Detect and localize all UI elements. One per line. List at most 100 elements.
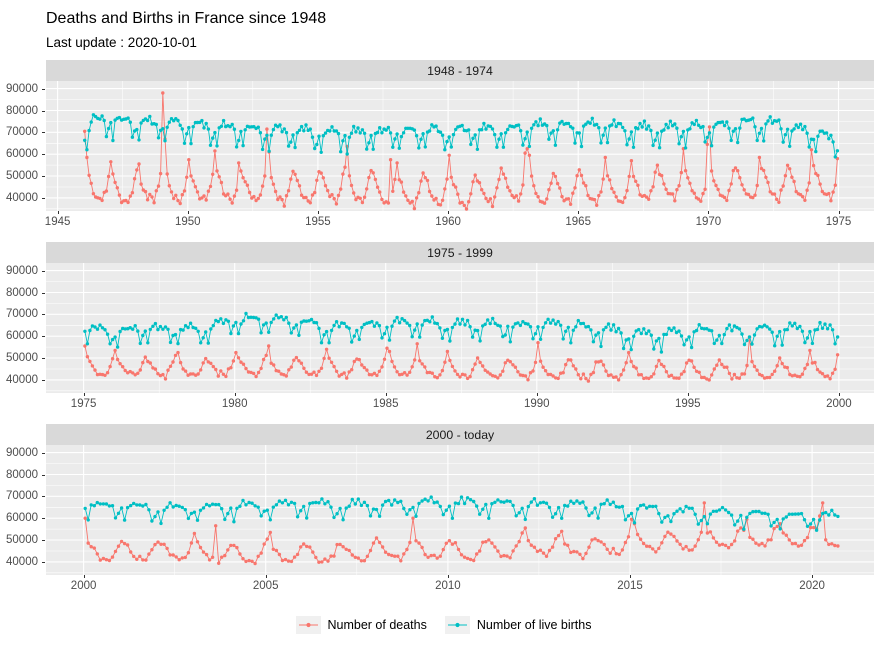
- x-tick-label: 2000: [826, 398, 852, 410]
- x-tick-mark: [630, 575, 631, 578]
- y-tick-mark: [42, 88, 45, 90]
- legend-key-deaths-glyph: [298, 622, 318, 628]
- y-tick-mark: [42, 314, 45, 316]
- x-tick-label: 1975: [70, 398, 97, 410]
- y-tick-label: 70000: [6, 308, 38, 321]
- y-tick-mark: [42, 561, 45, 563]
- y-tick-mark: [42, 270, 45, 272]
- x-tick-label: 1995: [675, 398, 701, 410]
- x-tick-label: 1980: [221, 398, 248, 410]
- y-tick-mark: [42, 336, 45, 338]
- x-tick-mark: [838, 393, 840, 396]
- x-tick-label: 2000: [70, 580, 97, 592]
- facet-strip-label: 2000 - today: [425, 427, 495, 442]
- y-tick-label: 50000: [6, 352, 38, 364]
- x-tick-mark: [708, 211, 710, 214]
- y-tick-mark: [42, 496, 45, 498]
- panel-plot-svg: [46, 81, 874, 211]
- y-tick-label: 50000: [6, 534, 38, 546]
- x-tick-label: 1985: [372, 398, 399, 410]
- y-tick-label: 70000: [6, 126, 38, 139]
- x-tick-mark: [265, 575, 267, 578]
- y-tick-mark: [42, 452, 45, 454]
- y-tick-label: 90000: [6, 446, 38, 459]
- legend-label-births: Number of live births: [476, 618, 592, 632]
- facet-strip: 1948 - 1974: [46, 60, 874, 81]
- y-tick-mark: [42, 132, 45, 134]
- x-tick-label: 1960: [435, 216, 461, 228]
- x-tick-label: 1970: [695, 216, 722, 228]
- legend-key-births-icon: [444, 616, 470, 634]
- y-tick-label: 80000: [6, 104, 38, 117]
- x-tick-mark: [578, 211, 580, 214]
- x-tick-label: 2015: [617, 580, 643, 592]
- y-tick-label: 40000: [6, 373, 38, 386]
- y-tick-label: 60000: [6, 148, 38, 161]
- y-tick-mark: [42, 379, 45, 381]
- x-tick-mark: [838, 211, 840, 214]
- y-tick-mark: [42, 176, 45, 177]
- facet-strip-label: 1948 - 1974: [427, 63, 493, 78]
- plot-area: 40000 50000 60000 70000 80000 90000: [0, 445, 887, 575]
- legend-key-deaths-icon: [295, 616, 321, 634]
- x-tick-mark: [448, 211, 450, 214]
- facet-strip: 2000 - today: [46, 424, 874, 445]
- facet-panel-1948-1974: 1948 - 1974 40000 50000 60000 70000 80000 900…: [0, 60, 887, 231]
- legend-label-deaths: Number of deaths: [327, 618, 427, 632]
- x-tick-label: 1955: [305, 216, 331, 228]
- x-tick-label: 2010: [435, 580, 461, 592]
- y-tick-mark: [42, 110, 45, 112]
- x-tick-label: 1965: [565, 216, 591, 228]
- x-tick-mark: [83, 393, 85, 396]
- y-tick-mark: [42, 358, 45, 359]
- facet-panel-2000-today: 2000 - today 40000 50000 60000 70000 80000 90…: [0, 424, 887, 595]
- y-tick-label: 80000: [6, 286, 38, 299]
- chart-title: Deaths and Births in France since 1948: [46, 10, 327, 27]
- y-tick-label: 40000: [6, 191, 38, 204]
- legend-key-births-glyph: [447, 622, 467, 628]
- plot-area: 40000 50000 60000 70000 80000 90000: [0, 263, 887, 393]
- legend-item-births: Number of live births: [444, 616, 592, 634]
- y-tick-label: 60000: [6, 330, 38, 343]
- chart-legend: Number of deaths Number of live births: [0, 610, 887, 640]
- facet-strip-label: 1975 - 1999: [427, 245, 493, 260]
- x-tick-mark: [385, 393, 387, 396]
- x-tick-mark: [447, 575, 449, 578]
- y-tick-mark: [42, 474, 45, 476]
- x-axis: 1975 1980 1985 1990 1995 2000: [0, 393, 887, 413]
- x-tick-mark: [536, 393, 538, 396]
- x-tick-mark: [187, 211, 189, 214]
- y-tick-mark: [42, 197, 45, 199]
- facet-panel-1975-1999: 1975 - 1999 40000 50000 60000 70000 80000 900…: [0, 242, 887, 413]
- x-tick-label: 2005: [252, 580, 279, 592]
- y-tick-mark: [42, 292, 45, 294]
- x-tick-label: 1990: [524, 398, 550, 410]
- x-axis: 2000 2005 2010 2015 2020: [0, 575, 887, 595]
- y-tick-label: 70000: [6, 490, 38, 503]
- y-tick-mark: [42, 154, 45, 156]
- x-tick-label: 1945: [44, 216, 71, 228]
- x-tick-mark: [812, 575, 814, 578]
- facet-strip: 1975 - 1999: [46, 242, 874, 263]
- plot-area: 40000 50000 60000 70000 80000 90000: [0, 81, 887, 211]
- y-tick-label: 60000: [6, 512, 38, 525]
- y-tick-label: 80000: [6, 468, 38, 481]
- panel-plot-svg: [46, 263, 874, 393]
- x-tick-label: 1975: [825, 216, 852, 228]
- x-axis: 1945 1950 1955 1960 1965 1970 1975: [0, 211, 887, 231]
- legend-item-deaths: Number of deaths: [295, 616, 427, 634]
- chart-page: Deaths and Births in France since 1948 L…: [0, 10, 887, 640]
- x-tick-mark: [57, 211, 59, 214]
- y-tick-label: 90000: [6, 264, 38, 277]
- x-tick-label: 1950: [175, 216, 201, 228]
- y-tick-mark: [42, 540, 45, 541]
- panel-plot-svg: [46, 445, 874, 575]
- y-tick-label: 50000: [6, 170, 38, 182]
- x-tick-mark: [83, 575, 85, 578]
- x-tick-mark: [687, 393, 689, 396]
- x-tick-label: 2020: [799, 580, 825, 592]
- y-tick-mark: [42, 518, 45, 520]
- chart-subtitle: Last update : 2020-10-01: [46, 35, 197, 50]
- x-tick-mark: [234, 393, 236, 396]
- y-tick-label: 90000: [6, 82, 38, 95]
